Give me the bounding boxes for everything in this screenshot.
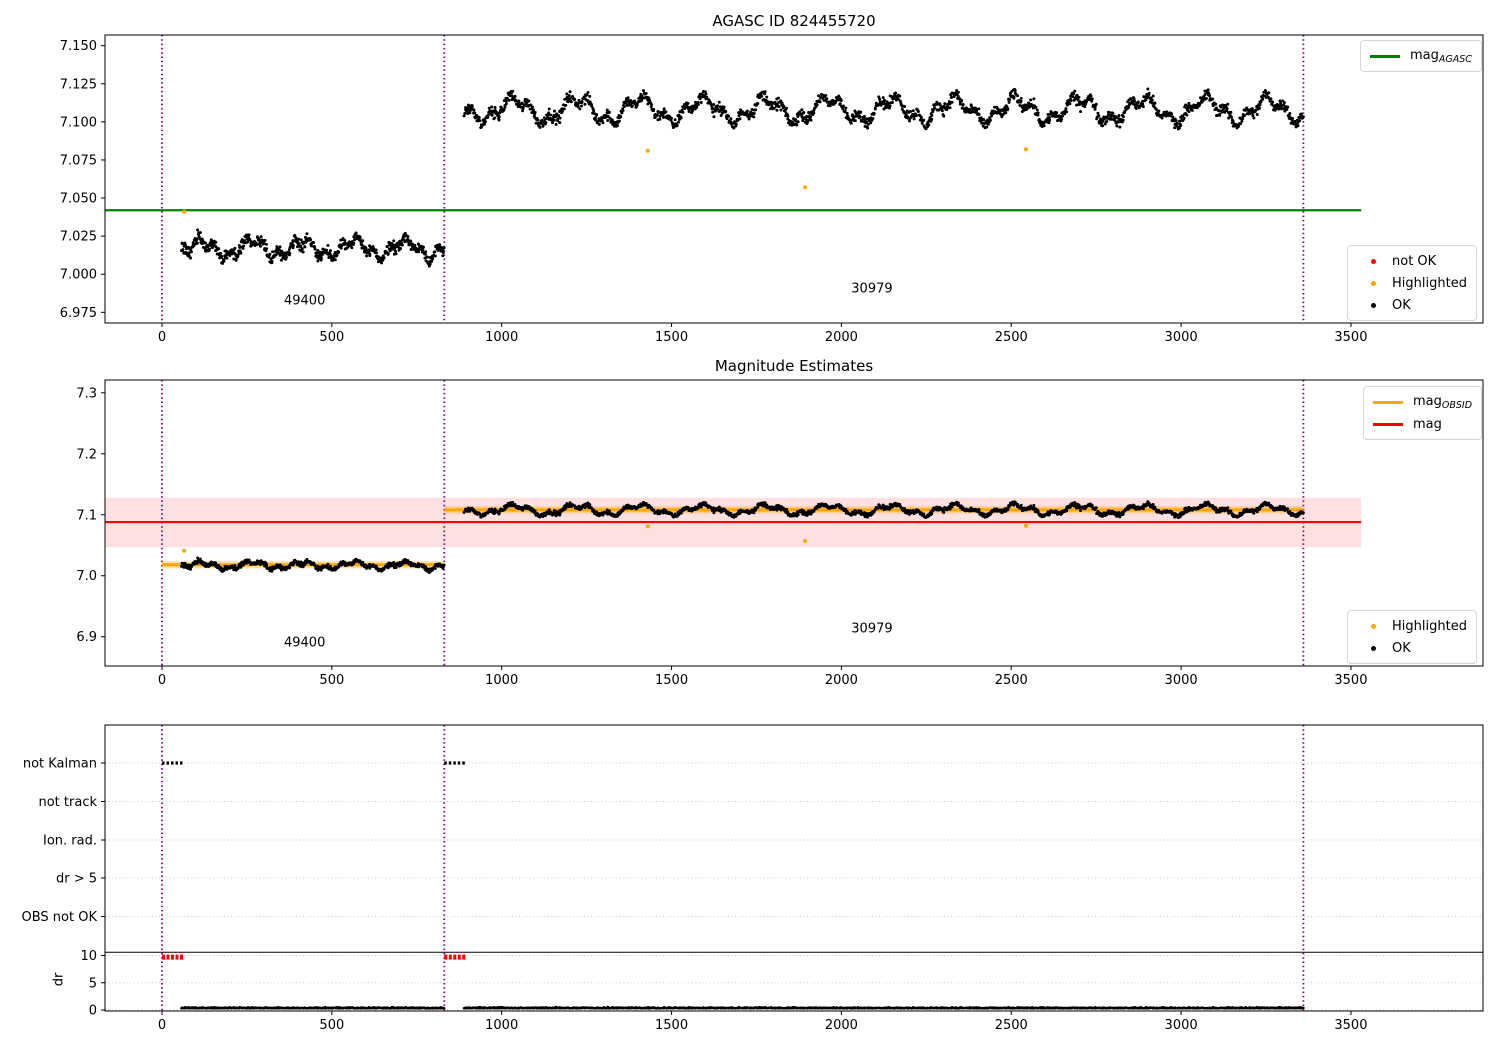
legend-status-middle: Highlighted OK — [1347, 610, 1477, 664]
flags-panel: 0 500 1000 1500 2000 2500 3000 3500 not Kalman no… — [22, 724, 1484, 1033]
svg-text:1000: 1000 — [485, 1018, 518, 1033]
svg-text:500: 500 — [319, 673, 344, 688]
svg-text:7.2: 7.2 — [76, 447, 97, 462]
svg-text:7.100: 7.100 — [60, 115, 97, 130]
mag-agasc-label: magAGASC — [1410, 47, 1472, 65]
legend-item-not-ok: not OK — [1357, 250, 1467, 272]
not-ok-marker — [1371, 258, 1376, 264]
mag-agasc-line-swatch — [1370, 54, 1400, 58]
svg-text:1500: 1500 — [655, 1018, 688, 1033]
svg-text:2000: 2000 — [825, 330, 858, 345]
svg-text:3000: 3000 — [1165, 330, 1198, 345]
legend-mag-obsid: magOBSID mag — [1363, 386, 1483, 440]
mag-obsid-label: magOBSID — [1413, 393, 1473, 411]
ok-marker — [1371, 302, 1376, 308]
legend-item-ok: OK — [1357, 294, 1467, 316]
dr-axis-label: dr — [51, 972, 67, 987]
svg-text:7.025: 7.025 — [60, 230, 97, 245]
svg-text:7.0: 7.0 — [76, 569, 97, 584]
svg-text:2500: 2500 — [995, 1018, 1028, 1033]
svg-text:7.1: 7.1 — [76, 508, 97, 523]
top-panel-title: AGASC ID 824455720 — [712, 12, 876, 30]
svg-text:7.075: 7.075 — [60, 153, 97, 168]
middle-panel-title: Magnitude Estimates — [714, 357, 874, 375]
svg-text:7.050: 7.050 — [60, 192, 97, 207]
svg-text:500: 500 — [319, 330, 344, 345]
svg-text:7.150: 7.150 — [60, 39, 97, 54]
ok-marker-2 — [1371, 645, 1376, 651]
svg-text:0: 0 — [89, 1004, 97, 1019]
svg-text:6.975: 6.975 — [60, 306, 97, 321]
svg-text:1000: 1000 — [485, 673, 518, 688]
svg-text:not track: not track — [38, 795, 97, 810]
legend-item-mag-obsid: magOBSID — [1373, 391, 1472, 413]
svg-text:7.000: 7.000 — [60, 268, 97, 283]
svg-text:1500: 1500 — [655, 673, 688, 688]
svg-text:3000: 3000 — [1165, 673, 1198, 688]
mag-obsid-line-swatch — [1373, 400, 1403, 404]
svg-text:500: 500 — [319, 1018, 344, 1033]
svg-text:0: 0 — [158, 673, 166, 688]
svg-text:3500: 3500 — [1334, 673, 1367, 688]
svg-text:30979: 30979 — [851, 282, 892, 297]
svg-text:OBS not OK: OBS not OK — [22, 910, 98, 925]
legend-item-highlighted: Highlighted — [1357, 272, 1467, 294]
svg-text:49400: 49400 — [284, 635, 325, 650]
svg-text:1000: 1000 — [485, 330, 518, 345]
legend-item-highlighted-2: Highlighted — [1357, 615, 1467, 637]
legend-item-mag: mag — [1373, 413, 1472, 435]
svg-text:0: 0 — [158, 1018, 166, 1033]
svg-text:6.9: 6.9 — [76, 630, 97, 645]
svg-text:0: 0 — [158, 330, 166, 345]
svg-text:Ion. rad.: Ion. rad. — [43, 834, 97, 849]
mag-line-swatch — [1373, 422, 1403, 426]
legend-status-top: not OK Highlighted OK — [1347, 245, 1477, 321]
svg-text:2500: 2500 — [995, 330, 1028, 345]
svg-text:10: 10 — [80, 949, 97, 964]
svg-text:3500: 3500 — [1334, 330, 1367, 345]
svg-text:2000: 2000 — [825, 673, 858, 688]
legend-mag-agasc: magAGASC — [1360, 40, 1482, 72]
svg-text:7.3: 7.3 — [76, 386, 97, 401]
svg-text:2500: 2500 — [995, 673, 1028, 688]
svg-text:1500: 1500 — [655, 330, 688, 345]
svg-text:7.125: 7.125 — [60, 77, 97, 92]
legend-item-ok-2: OK — [1357, 637, 1467, 659]
highlighted-marker-2 — [1371, 623, 1376, 629]
svg-text:dr > 5: dr > 5 — [56, 872, 97, 887]
svg-text:30979: 30979 — [851, 621, 892, 636]
highlighted-marker — [1371, 280, 1376, 286]
svg-text:3000: 3000 — [1165, 1018, 1198, 1033]
svg-text:not Kalman: not Kalman — [23, 757, 97, 772]
svg-text:5: 5 — [89, 976, 97, 991]
top-panel: 49400 30979 0 500 1000 1500 2000 2500 3000 3500 7.… — [60, 34, 1484, 345]
svg-text:2000: 2000 — [825, 1018, 858, 1033]
middle-panel: 49400 30979 0 500 1000 1500 2000 2500 3000 3500 7.… — [76, 379, 1484, 688]
svg-text:3500: 3500 — [1334, 1018, 1367, 1033]
svg-text:49400: 49400 — [284, 294, 325, 309]
